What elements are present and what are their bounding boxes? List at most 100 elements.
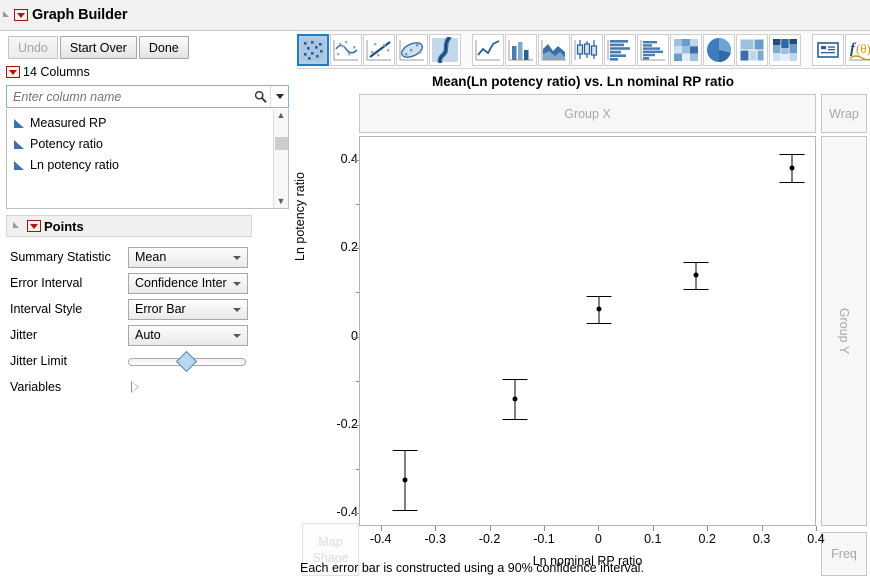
area-chart-icon[interactable] [538,33,570,66]
x-tick-label: 0.1 [644,532,662,546]
triangle-expand-icon[interactable] [12,221,22,231]
error-bar-cap-upper [586,296,612,298]
heatmap-icon[interactable] [670,33,702,66]
smoother-icon[interactable] [330,33,362,66]
search-input[interactable] [7,86,250,107]
list-item[interactable]: Ln potency ratio [7,154,273,175]
interval-style-dropdown[interactable]: Error Bar [128,298,248,320]
continuous-column-icon [14,160,25,170]
error-bar-cap-upper [502,378,528,380]
column-list-scrollbar[interactable]: ▲ ▼ [273,109,288,208]
y-tick-mark-minor [356,380,359,382]
error-bar-cap-lower [683,289,709,291]
y-tick-mark-minor [356,292,359,294]
search-dropdown-icon[interactable] [270,86,288,107]
dropzone-label: Wrap [829,106,859,121]
points-icon[interactable] [297,33,329,66]
scrollbar-thumb[interactable] [275,137,288,150]
error-bar-cap-lower [779,181,805,183]
error-bar-cap-lower [392,510,418,512]
list-item[interactable]: Measured RP [7,112,273,133]
x-tick-mark [761,526,763,531]
dropzone-group-y[interactable]: Group Y [821,136,867,526]
data-point-marker[interactable] [693,272,699,278]
x-tick-mark [489,526,491,531]
dropzone-label: Group X [564,106,611,121]
slider-thumb[interactable] [175,350,198,372]
jitter-dropdown[interactable]: Auto [128,324,248,346]
mosaic-icon[interactable] [769,33,801,66]
error-bar-cap-lower [586,322,612,324]
left-control-panel: Undo Start Over Done 14 Columns Measured… [0,31,296,584]
dropzone-label: Freq [831,547,857,561]
x-tick-mark [543,526,545,531]
dropzone-freq[interactable]: Freq [821,532,867,576]
data-point-marker[interactable] [402,477,408,483]
points-menu-icon[interactable] [27,220,41,232]
plot-frame[interactable] [359,136,816,526]
histogram-vertical-icon[interactable] [604,33,636,66]
chevron-down-icon[interactable]: ▼ [276,196,286,206]
y-tick-label: -0.4 [336,504,358,519]
points-options-list: Summary Statistic Mean Error Interval Co… [10,244,290,400]
bar-chart-icon[interactable] [505,33,537,66]
column-name: Ln potency ratio [30,157,119,172]
window-title-bar: Graph Builder [0,0,870,31]
graph-builder-menu-icon[interactable] [14,9,28,21]
triangle-expand-icon[interactable] [128,380,142,394]
points-section-header[interactable]: Points [6,215,252,237]
contour-icon[interactable] [429,33,461,66]
columns-menu-icon[interactable] [6,66,20,78]
continuous-column-icon [14,139,25,149]
data-point-marker[interactable] [596,306,602,312]
chart-title: Mean(Ln potency ratio) vs. Ln nominal RP… [431,73,735,89]
option-label: Summary Statistic [10,250,111,264]
option-row-interval-style: Interval Style Error Bar [10,296,290,322]
jitter-limit-slider[interactable] [128,350,248,372]
option-row-jitter: Jitter Auto [10,322,290,348]
column-search-box[interactable] [6,85,289,108]
data-point-marker[interactable] [789,165,795,171]
line-of-fit-icon[interactable] [363,33,395,66]
formula-icon[interactable]: f (θ) [845,33,870,66]
data-point-marker[interactable] [512,396,518,402]
x-tick-label: 0 [594,532,602,546]
ellipse-icon[interactable] [396,33,428,66]
start-over-button[interactable]: Start Over [59,36,137,59]
x-tick-label: -0.1 [533,532,555,546]
search-icon[interactable] [250,90,270,103]
y-tick-mark [354,512,359,514]
y-tick-mark [354,336,359,338]
error-bar-cap-lower [502,419,528,421]
chevron-up-icon[interactable]: ▲ [276,110,286,120]
triangle-collapse-icon[interactable] [2,10,12,20]
summary-statistic-dropdown[interactable]: Mean [128,246,248,268]
treemap-icon[interactable] [736,33,768,66]
done-button[interactable]: Done [138,36,189,59]
chart-footnote: Each error bar is constructed using a 90… [300,561,644,575]
columns-header: 14 Columns [6,65,90,79]
y-tick-mark [354,248,359,250]
box-plot-icon[interactable] [571,33,603,66]
option-row-variables: Variables [10,374,290,400]
dropzone-group-x[interactable]: Group X [359,94,816,133]
continuous-column-icon [14,118,25,128]
error-interval-dropdown[interactable]: Confidence Inter [128,272,248,294]
line-chart-icon[interactable] [472,33,504,66]
pie-chart-icon[interactable] [703,33,735,66]
dropzone-label-line2: Shape [312,550,349,565]
dropzone-wrap[interactable]: Wrap [821,94,867,133]
option-label: Jitter [10,328,38,342]
x-tick-mark [380,526,382,531]
svg-text:(θ): (θ) [856,41,870,56]
svg-text:f: f [850,41,857,57]
column-list[interactable]: Measured RP Potency ratio Ln potency rat… [6,109,289,209]
x-tick-mark [816,526,817,531]
dropzone-map-shape[interactable]: Map Shape [302,523,359,576]
columns-count-label: 14 Columns [23,65,90,79]
option-row-jitter-limit: Jitter Limit [10,348,290,374]
undo-button[interactable]: Undo [8,36,58,59]
histogram-horizontal-icon[interactable] [637,33,669,66]
list-item[interactable]: Potency ratio [7,133,273,154]
caption-box-icon[interactable] [812,33,844,66]
